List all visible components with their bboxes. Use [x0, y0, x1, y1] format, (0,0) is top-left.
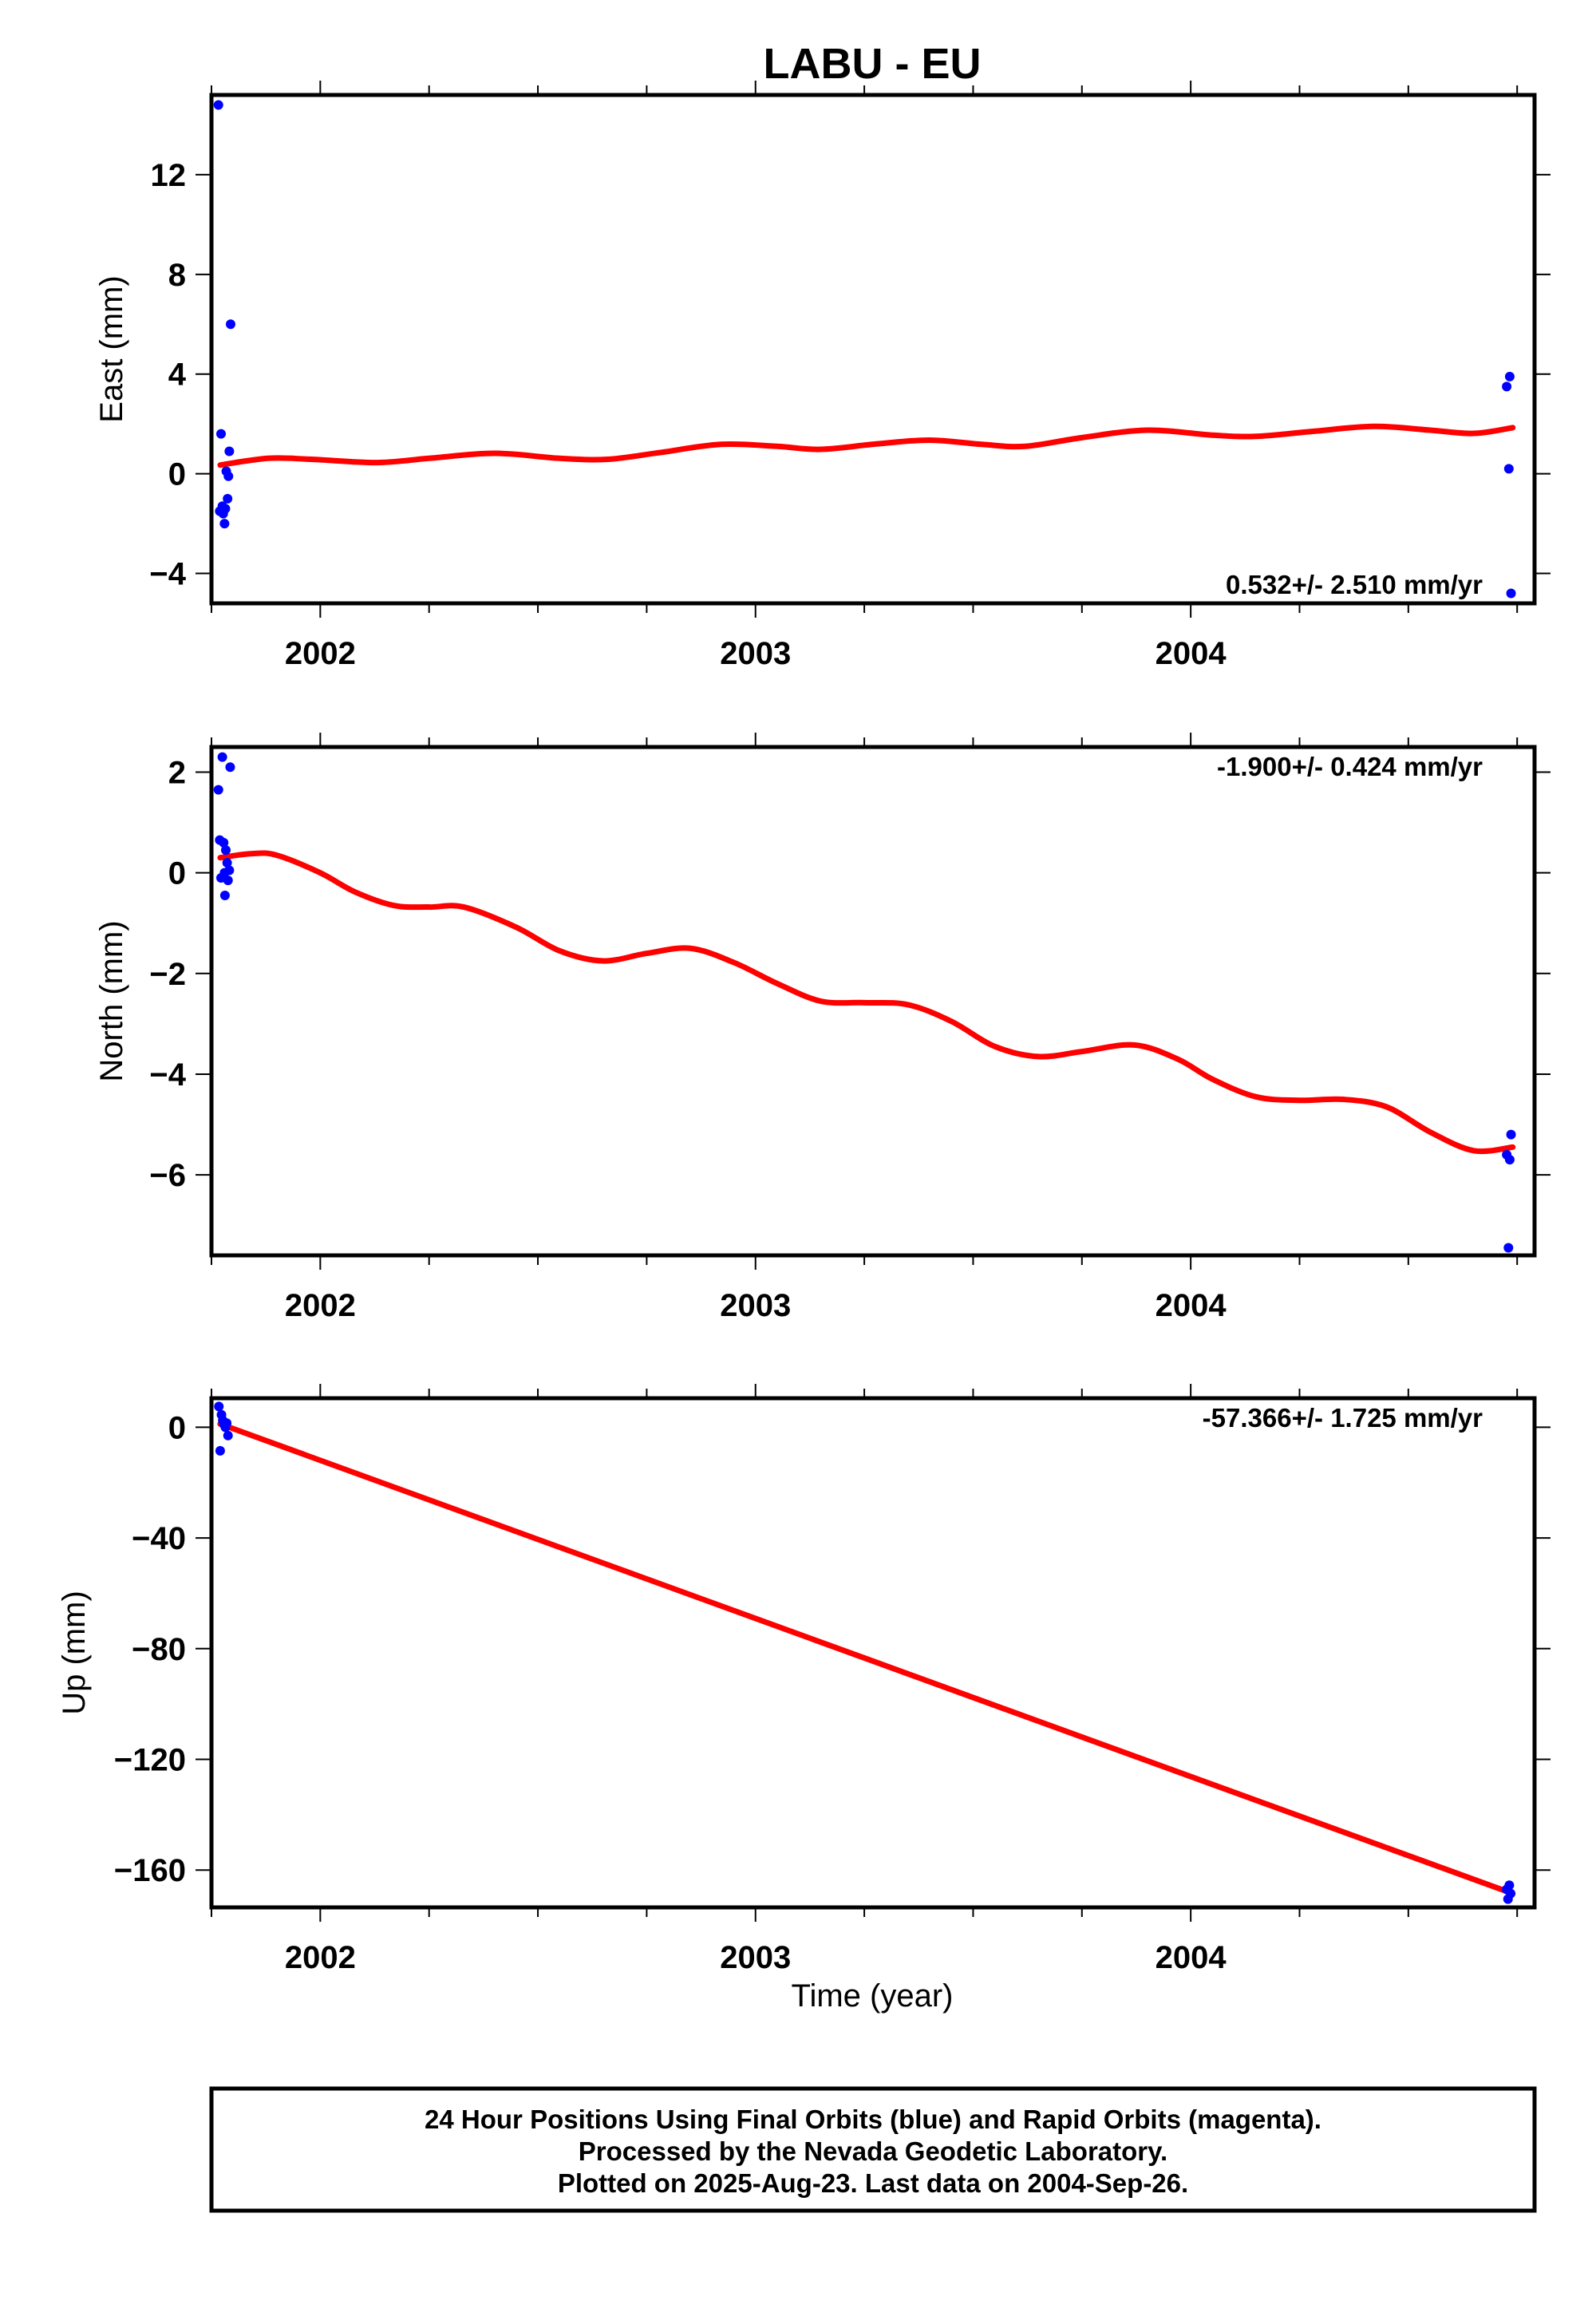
footer-box — [209, 2086, 1537, 2213]
east-frame — [209, 93, 1537, 606]
east-y-tick-label: 0 — [168, 457, 186, 492]
up-y-tick-label: −160 — [114, 1853, 186, 1888]
east-data-point — [1503, 464, 1514, 474]
east-rate-label: 0.532+/- 2.510 mm/yr — [1226, 570, 1483, 599]
up-y-tick-label: −120 — [114, 1742, 186, 1777]
east-data-point — [1502, 381, 1512, 392]
north-data-point — [219, 891, 230, 901]
east-data-point — [225, 319, 235, 330]
north-frame — [209, 745, 1537, 1258]
east-x-tick-label: 2002 — [285, 636, 356, 671]
north-data-point — [223, 875, 233, 886]
up-data-point — [222, 1418, 232, 1429]
up-rate-label: -57.366+/- 1.725 mm/yr — [1203, 1403, 1483, 1433]
east-panel: 2002 2003 2004 −4 0 4 8 12 East (mm) 0.532+/- 2.5… — [94, 81, 1551, 671]
north-y-tick-label: −6 — [149, 1158, 186, 1193]
north-y-tick-label: −2 — [149, 957, 186, 992]
up-frame — [209, 1396, 1537, 1910]
north-panel: 2002 2003 2004 −6 −4 −2 0 2 North (mm) -1.900+/- … — [94, 733, 1551, 1323]
up-data-point — [1506, 1888, 1516, 1899]
north-data-point — [1506, 1129, 1516, 1140]
east-data-point — [215, 429, 226, 439]
up-x-tick-label: 2002 — [285, 1940, 356, 1975]
east-y-tick-label: −4 — [149, 557, 186, 592]
east-data-point — [223, 493, 233, 504]
east-y-tick-label: 8 — [168, 258, 186, 293]
east-x-tick-label: 2003 — [720, 636, 791, 671]
up-x-tick-label: 2003 — [720, 1940, 791, 1975]
east-x-tick-label: 2004 — [1156, 636, 1227, 671]
north-data-point — [222, 858, 232, 868]
north-x-tick-label: 2002 — [285, 1288, 356, 1323]
up-data-point — [214, 1401, 224, 1412]
x-axis-label: Time (year) — [792, 1978, 954, 2014]
up-x-tick-label: 2004 — [1156, 1940, 1227, 1975]
up-y-tick-label: −40 — [132, 1521, 186, 1556]
east-data-point — [224, 446, 235, 456]
north-data-point — [219, 837, 229, 848]
north-data-point — [225, 762, 235, 773]
east-data-point — [223, 471, 234, 481]
up-data-point — [1504, 1880, 1515, 1891]
up-data-point — [223, 1430, 233, 1441]
east-y-tick-label: 4 — [168, 358, 187, 393]
east-data-point — [219, 519, 230, 529]
up-panel: 2002 2003 2004 −160 −120 −80 −40 0 Up (mm) -57.36… — [57, 1384, 1551, 1975]
east-data-point — [1504, 371, 1515, 381]
north-y-tick-label: 2 — [168, 756, 186, 791]
north-data-point — [217, 752, 227, 762]
north-data-point — [213, 785, 223, 795]
up-y-tick-label: 0 — [168, 1410, 186, 1445]
north-data-point — [220, 845, 231, 856]
east-data-point — [220, 504, 231, 514]
up-fit-line — [217, 1421, 1516, 1897]
north-y-tick-label: 0 — [168, 856, 186, 891]
east-data-point — [213, 100, 223, 110]
north-y-tick-label: −4 — [149, 1057, 186, 1093]
footer-line-3: Plotted on 2025-Aug-23. Last data on 200… — [558, 2168, 1188, 2198]
up-y-axis-label: Up (mm) — [57, 1591, 92, 1715]
north-data-point — [219, 868, 230, 878]
east-fit-line — [217, 423, 1516, 468]
north-rate-label: -1.900+/- 0.424 mm/yr — [1217, 752, 1483, 781]
east-y-tick-label: 12 — [151, 158, 187, 193]
north-data-point — [1503, 1243, 1514, 1253]
north-x-tick-label: 2004 — [1156, 1288, 1227, 1323]
up-data-point — [215, 1445, 225, 1456]
north-data-point — [1504, 1155, 1515, 1165]
east-y-axis-label: East (mm) — [94, 275, 129, 422]
up-y-tick-label: −80 — [132, 1632, 186, 1667]
east-data-point — [1506, 588, 1516, 599]
footer-line-1: 24 Hour Positions Using Final Orbits (bl… — [425, 2105, 1321, 2134]
chart-title: LABU - EU — [764, 40, 982, 88]
north-y-axis-label: North (mm) — [94, 920, 129, 1081]
footer-line-2: Processed by the Nevada Geodetic Laborat… — [579, 2136, 1167, 2166]
north-fit-line — [217, 850, 1516, 1155]
north-x-tick-label: 2003 — [720, 1288, 791, 1323]
